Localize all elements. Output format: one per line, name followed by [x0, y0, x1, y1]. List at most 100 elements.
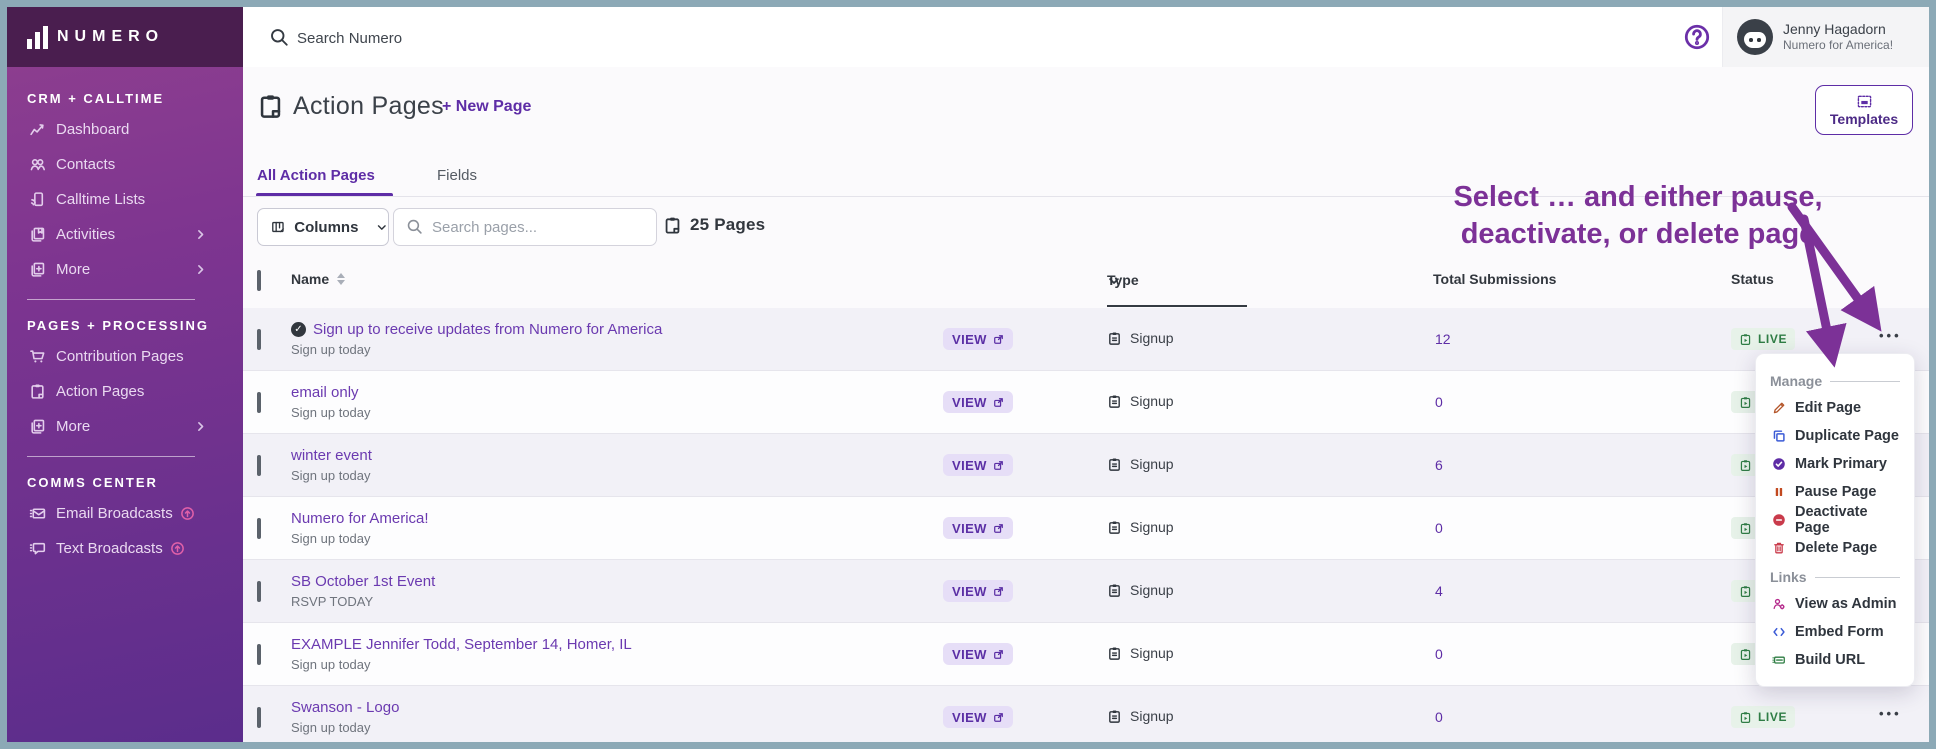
- total-submissions-link[interactable]: 0: [1435, 520, 1443, 536]
- menu-item-mark-primary[interactable]: Mark Primary: [1770, 450, 1900, 478]
- page-name-link[interactable]: winter event: [291, 447, 372, 464]
- row-checkbox[interactable]: [257, 707, 261, 728]
- signup-form-icon: [1107, 331, 1122, 346]
- row-checkbox[interactable]: [257, 644, 261, 665]
- view-button[interactable]: VIEW: [943, 706, 1013, 728]
- sidebar-section-title: PAGES + PROCESSING: [27, 318, 210, 333]
- sidebar-section-title: CRM + CALLTIME: [27, 91, 165, 106]
- sidebar-item-label: Dashboard: [56, 121, 130, 138]
- sidebar-item-contacts[interactable]: Contacts: [7, 147, 243, 182]
- row-checkbox[interactable]: [257, 581, 261, 602]
- avatar: [1737, 19, 1773, 55]
- total-submissions-link[interactable]: 0: [1435, 646, 1443, 662]
- pages-icon: [29, 226, 46, 243]
- external-link-icon: [993, 712, 1004, 723]
- user-menu[interactable]: Jenny Hagadorn Numero for America!: [1722, 7, 1929, 67]
- pages-search-input[interactable]: [430, 212, 649, 242]
- page-subtitle: Sign up today: [291, 405, 371, 420]
- page-name-link[interactable]: email only: [291, 384, 359, 401]
- signup-form-icon: [1107, 520, 1122, 535]
- live-clipboard-icon: [1739, 333, 1752, 346]
- total-submissions-link[interactable]: 4: [1435, 583, 1443, 599]
- menu-item-delete-page[interactable]: Delete Page: [1770, 534, 1900, 562]
- page-name-link[interactable]: Numero for America!: [291, 510, 429, 527]
- view-button[interactable]: VIEW: [943, 580, 1013, 602]
- total-submissions-link[interactable]: 12: [1435, 331, 1451, 347]
- page-subtitle: Sign up today: [291, 342, 371, 357]
- global-search-input[interactable]: [295, 21, 999, 55]
- column-header-status: Status: [1731, 271, 1774, 287]
- sort-icon[interactable]: [337, 273, 346, 285]
- chevron-down-icon: [376, 221, 388, 234]
- sidebar-item-activities[interactable]: Activities: [7, 217, 243, 252]
- annotation-text: Select … and either pause, deactivate, o…: [1453, 181, 1823, 250]
- menu-item-edit-page[interactable]: Edit Page: [1770, 394, 1900, 422]
- view-button[interactable]: VIEW: [943, 643, 1013, 665]
- table-row: Numero for America! Sign up today VIEW S…: [243, 497, 1929, 560]
- help-icon[interactable]: [1684, 24, 1710, 50]
- sidebar-item-contribution-pages[interactable]: Contribution Pages: [7, 339, 243, 374]
- column-header-type[interactable]: Type: [1107, 267, 1247, 307]
- view-button[interactable]: VIEW: [943, 517, 1013, 539]
- menu-item-build-url[interactable]: Build URL: [1770, 646, 1900, 674]
- page-name-link[interactable]: EXAMPLE Jennifer Todd, September 14, Hom…: [291, 636, 632, 653]
- page-type: Signup: [1107, 519, 1174, 535]
- topbar: Jenny Hagadorn Numero for America!: [243, 7, 1929, 68]
- columns-button[interactable]: Columns: [257, 208, 389, 246]
- mail-icon: [29, 505, 46, 522]
- menu-item-view-as-admin[interactable]: View as Admin: [1770, 590, 1900, 618]
- chevron-right-icon: [194, 420, 207, 433]
- row-actions-ellipsis[interactable]: •••: [1879, 706, 1902, 721]
- new-page-button[interactable]: + New Page: [442, 98, 532, 115]
- search-icon: [269, 27, 289, 47]
- view-button[interactable]: VIEW: [943, 328, 1013, 350]
- view-button[interactable]: VIEW: [943, 454, 1013, 476]
- sidebar-divider: [27, 456, 195, 457]
- row-checkbox[interactable]: [257, 329, 261, 350]
- menu-item-deactivate-page[interactable]: Deactivate Page: [1770, 504, 1900, 536]
- boost-up-circle-icon: [180, 506, 195, 521]
- action-pages-icon: [257, 93, 284, 120]
- menu-item-label: Build URL: [1795, 652, 1866, 668]
- tab-all-action-pages[interactable]: All Action Pages: [256, 167, 393, 197]
- sidebar-item-action-pages[interactable]: Action Pages: [7, 374, 243, 409]
- sidebar-item-more[interactable]: More: [7, 252, 243, 287]
- external-link-icon: [993, 523, 1004, 534]
- menu-item-label: Edit Page: [1795, 400, 1862, 416]
- sidebar-item-email-broadcasts[interactable]: Email Broadcasts: [7, 496, 243, 531]
- page-name-link[interactable]: ✓ Sign up to receive updates from Numero …: [291, 321, 662, 338]
- page-subtitle: Sign up today: [291, 657, 371, 672]
- page-count: 25 Pages: [663, 215, 765, 235]
- sidebar-item-dashboard[interactable]: Dashboard: [7, 112, 243, 147]
- row-checkbox[interactable]: [257, 392, 261, 413]
- select-all-checkbox[interactable]: [257, 270, 261, 291]
- logo-text: NUMERO: [57, 28, 165, 45]
- signup-form-icon: [1107, 709, 1122, 724]
- page-name-link[interactable]: Swanson - Logo: [291, 699, 400, 716]
- row-checkbox[interactable]: [257, 518, 261, 539]
- sidebar-item-more[interactable]: More: [7, 409, 243, 444]
- logo[interactable]: NUMERO: [7, 7, 243, 67]
- menu-item-embed-form[interactable]: Embed Form: [1770, 618, 1900, 646]
- total-submissions-link[interactable]: 0: [1435, 709, 1443, 725]
- sidebar-item-text-broadcasts[interactable]: Text Broadcasts: [7, 531, 243, 566]
- page-name-link[interactable]: SB October 1st Event: [291, 573, 436, 590]
- row-checkbox[interactable]: [257, 455, 261, 476]
- sidebar-item-label: Calltime Lists: [56, 191, 146, 208]
- total-submissions-link[interactable]: 6: [1435, 457, 1443, 473]
- tab-fields[interactable]: Fields: [437, 167, 478, 184]
- menu-item-label: Duplicate Page: [1795, 428, 1899, 444]
- table-row: EXAMPLE Jennifer Todd, September 14, Hom…: [243, 623, 1929, 686]
- sidebar-item-calltime-lists[interactable]: Calltime Lists: [7, 182, 243, 217]
- table-row: Swanson - Logo Sign up today VIEW Signup…: [243, 686, 1929, 742]
- row-actions-ellipsis[interactable]: •••: [1879, 328, 1902, 343]
- templates-button[interactable]: Templates: [1815, 85, 1913, 135]
- total-submissions-link[interactable]: 0: [1435, 394, 1443, 410]
- sidebar-item-label: Text Broadcasts: [56, 540, 163, 557]
- menu-item-duplicate-page[interactable]: Duplicate Page: [1770, 422, 1900, 450]
- menu-item-pause-page[interactable]: Pause Page: [1770, 478, 1900, 506]
- column-header-name[interactable]: Name: [291, 271, 346, 287]
- admin-person-icon: [1772, 597, 1786, 611]
- page-subtitle: RSVP TODAY: [291, 594, 374, 609]
- view-button[interactable]: VIEW: [943, 391, 1013, 413]
